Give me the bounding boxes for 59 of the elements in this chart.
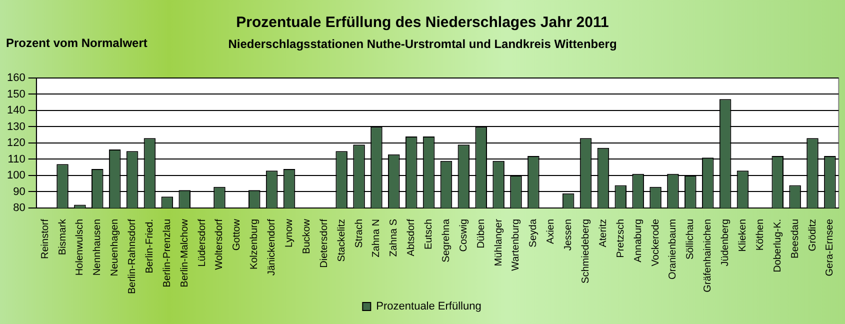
x-tick-label: Seyda [528,218,540,248]
x-tick-label: Coswig [458,218,470,252]
x-tick-label: Gröditz [807,218,818,252]
y-tick-label: 90 [13,186,26,198]
x-tick-label: Lüdersdorf [196,218,208,267]
x-tick-label: Doberlug-K. [772,218,784,272]
x-tick-label: Stackelitz [336,218,348,262]
x-tick-label: Buckow [301,218,312,254]
x-tick-label: Holenwulsch [74,218,86,276]
x-tick-label: Strach [354,218,365,248]
x-tick-label: Zahna S [388,218,400,257]
x-tick-label: Berlin-Rahnsdorf [127,218,138,294]
x-tick-label: Köthen [754,218,766,251]
chart-title: Prozentuale Erfüllung des Niederschlages Jahr 2011 [235,14,610,31]
x-tick-label: Dietersdorf [318,218,330,268]
x-tick-label: Reinstorf [40,218,51,259]
y-tick-label: 80 [13,202,26,214]
x-tick-label: Klieken [737,218,748,252]
x-tick-label: Schmiedeberg [580,218,592,284]
x-tick-label: Berlin-Prenzlau [162,218,173,288]
x-tick-label: Annaburg [632,218,644,262]
x-tick-label: Abtsdorf [406,218,418,256]
y-tick-label: 140 [6,104,26,117]
y-tick-label: 100 [6,170,26,182]
y-tick-label: 130 [6,120,26,133]
x-tick-label: Jüdenberg [720,218,732,266]
x-tick-label: Neuenhagen [110,218,121,276]
y-tick-label: 120 [6,137,26,150]
x-tick-label: Gottow [232,218,243,251]
x-tick-label: Berlin-Fried. [144,218,156,274]
x-tick-label: Düben [476,218,487,248]
x-tick-label: Beesdau [790,218,801,258]
x-tick-label: Gräfenhainichen [702,218,714,292]
x-tick-label: Bismark [57,218,68,256]
x-tick-label: Lynow [284,218,296,248]
x-tick-label: Söllichau [685,218,696,260]
x-tick-label: Vockerode [650,218,662,266]
y-axis-title: Prozent vom Normalwert [6,36,148,50]
x-tick-label: Zahna N [371,218,382,258]
x-tick-label: Nennhausen [92,218,104,276]
x-tick-label: Jänickendorf [266,218,278,276]
x-tick-label: Oranienbaum [668,218,679,280]
legend-label: Prozentuale Erfüllung [376,300,482,313]
x-tick-label: Ateritz [598,218,609,248]
x-tick-label: Segrehna [440,218,452,262]
x-tick-label: Eutsch [424,218,435,250]
x-tick-label: Jessen [563,218,574,251]
chart-subtitle: Niederschlagsstationen Nuthe-Urstromtal und Landkreis Wittenberg [228,37,617,51]
x-tick-label: Kolzenburg [249,218,260,270]
y-tick-label: 160 [6,72,26,84]
y-tick-label: 110 [8,153,26,166]
x-tick-label: Mühlanger [493,218,504,266]
x-tick-label: Wartenburg [510,218,522,271]
x-tick-label: Axien [546,218,557,244]
x-tick-label: Pretzsch [615,218,626,258]
x-tick-label: Woltersdorf [214,218,226,270]
x-tick-label: Berlin-Malchow [179,218,190,288]
y-tick-label: 150 [6,88,26,100]
x-tick-label: Gera-Ernsee [824,218,836,276]
